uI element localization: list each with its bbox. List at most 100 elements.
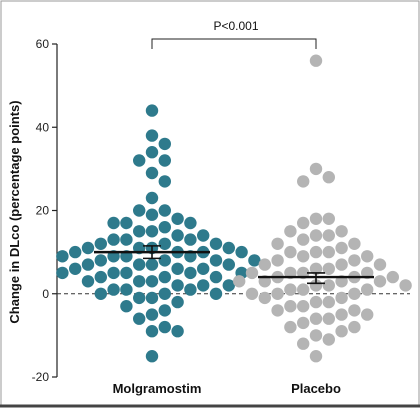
data-point xyxy=(222,258,235,271)
data-point xyxy=(271,304,284,317)
data-point xyxy=(297,175,310,188)
data-point xyxy=(145,104,159,117)
data-point xyxy=(335,241,348,255)
data-point xyxy=(158,287,171,300)
data-point xyxy=(107,266,120,280)
data-point xyxy=(69,245,82,259)
data-point xyxy=(171,262,184,275)
data-point xyxy=(81,258,95,271)
data-point xyxy=(209,254,223,267)
data-point xyxy=(309,329,323,342)
y-tick-label: -20 xyxy=(32,370,50,384)
data-point xyxy=(222,279,235,292)
data-point xyxy=(158,154,171,167)
data-point xyxy=(222,241,235,255)
data-point xyxy=(297,316,310,330)
data-point xyxy=(309,279,323,292)
data-point xyxy=(258,258,271,271)
data-point xyxy=(145,166,159,180)
data-point xyxy=(233,275,246,288)
data-point xyxy=(197,279,210,292)
data-point xyxy=(107,283,120,296)
data-point xyxy=(309,229,323,242)
data-point xyxy=(309,295,323,309)
data-point xyxy=(158,221,171,234)
data-point xyxy=(297,250,310,263)
data-point xyxy=(184,283,197,296)
data-point xyxy=(145,258,159,271)
data-point xyxy=(322,245,335,259)
data-point xyxy=(171,295,184,309)
data-point xyxy=(297,216,310,230)
data-point xyxy=(348,254,361,267)
data-point xyxy=(373,275,387,288)
data-point xyxy=(361,283,374,296)
data-point xyxy=(120,216,133,230)
data-point xyxy=(322,262,335,275)
y-tick-label: 60 xyxy=(36,37,50,51)
data-point xyxy=(107,233,120,246)
data-point xyxy=(171,279,184,292)
data-point xyxy=(309,312,323,325)
data-point xyxy=(120,233,133,246)
data-point xyxy=(335,308,348,321)
data-point xyxy=(309,54,323,67)
y-tick-label: 40 xyxy=(36,120,50,134)
data-point xyxy=(133,291,146,305)
data-point xyxy=(309,350,323,363)
labels: Change in DLco (percentage points) Molgr… xyxy=(7,19,341,396)
data-point xyxy=(197,262,210,275)
data-point xyxy=(209,270,223,284)
data-point xyxy=(94,237,108,250)
data-point xyxy=(335,258,348,271)
data-point xyxy=(373,258,387,271)
data-point xyxy=(133,204,146,217)
data-point xyxy=(235,245,248,259)
data-point xyxy=(309,262,323,275)
data-point xyxy=(158,320,171,334)
data-point xyxy=(145,291,159,305)
data-point xyxy=(120,266,133,280)
data-point xyxy=(309,245,323,259)
data-point xyxy=(158,137,171,151)
data-point xyxy=(271,254,284,267)
data-point xyxy=(309,212,323,225)
data-point xyxy=(69,262,82,275)
data-point xyxy=(158,237,171,250)
data-point xyxy=(271,237,284,250)
data-point xyxy=(133,258,146,271)
data-point xyxy=(209,237,223,250)
data-point xyxy=(158,304,171,317)
data-point xyxy=(145,208,159,221)
data-point xyxy=(322,212,335,225)
data-point xyxy=(81,241,95,255)
data-point xyxy=(145,308,159,321)
data-point xyxy=(348,287,361,300)
data-point xyxy=(158,270,171,284)
data-point xyxy=(322,333,335,346)
data-point xyxy=(245,266,259,280)
data-point xyxy=(158,204,171,217)
data-point xyxy=(348,237,361,250)
data-point xyxy=(399,279,412,292)
data-point xyxy=(361,250,374,263)
data-point xyxy=(322,312,335,325)
data-point xyxy=(107,216,120,230)
data-point xyxy=(335,225,348,238)
data-point xyxy=(120,300,133,313)
data-point xyxy=(197,229,210,242)
data-point xyxy=(94,270,108,284)
data-point xyxy=(297,337,310,350)
data-point xyxy=(284,300,297,313)
data-point xyxy=(297,300,310,313)
data-point xyxy=(322,171,335,184)
data-point xyxy=(171,212,184,225)
data-point xyxy=(158,175,171,188)
data-point xyxy=(284,245,297,259)
data-point xyxy=(184,216,197,230)
data-point xyxy=(322,279,335,292)
data-point xyxy=(158,254,171,267)
y-tick-label: 0 xyxy=(42,287,49,301)
